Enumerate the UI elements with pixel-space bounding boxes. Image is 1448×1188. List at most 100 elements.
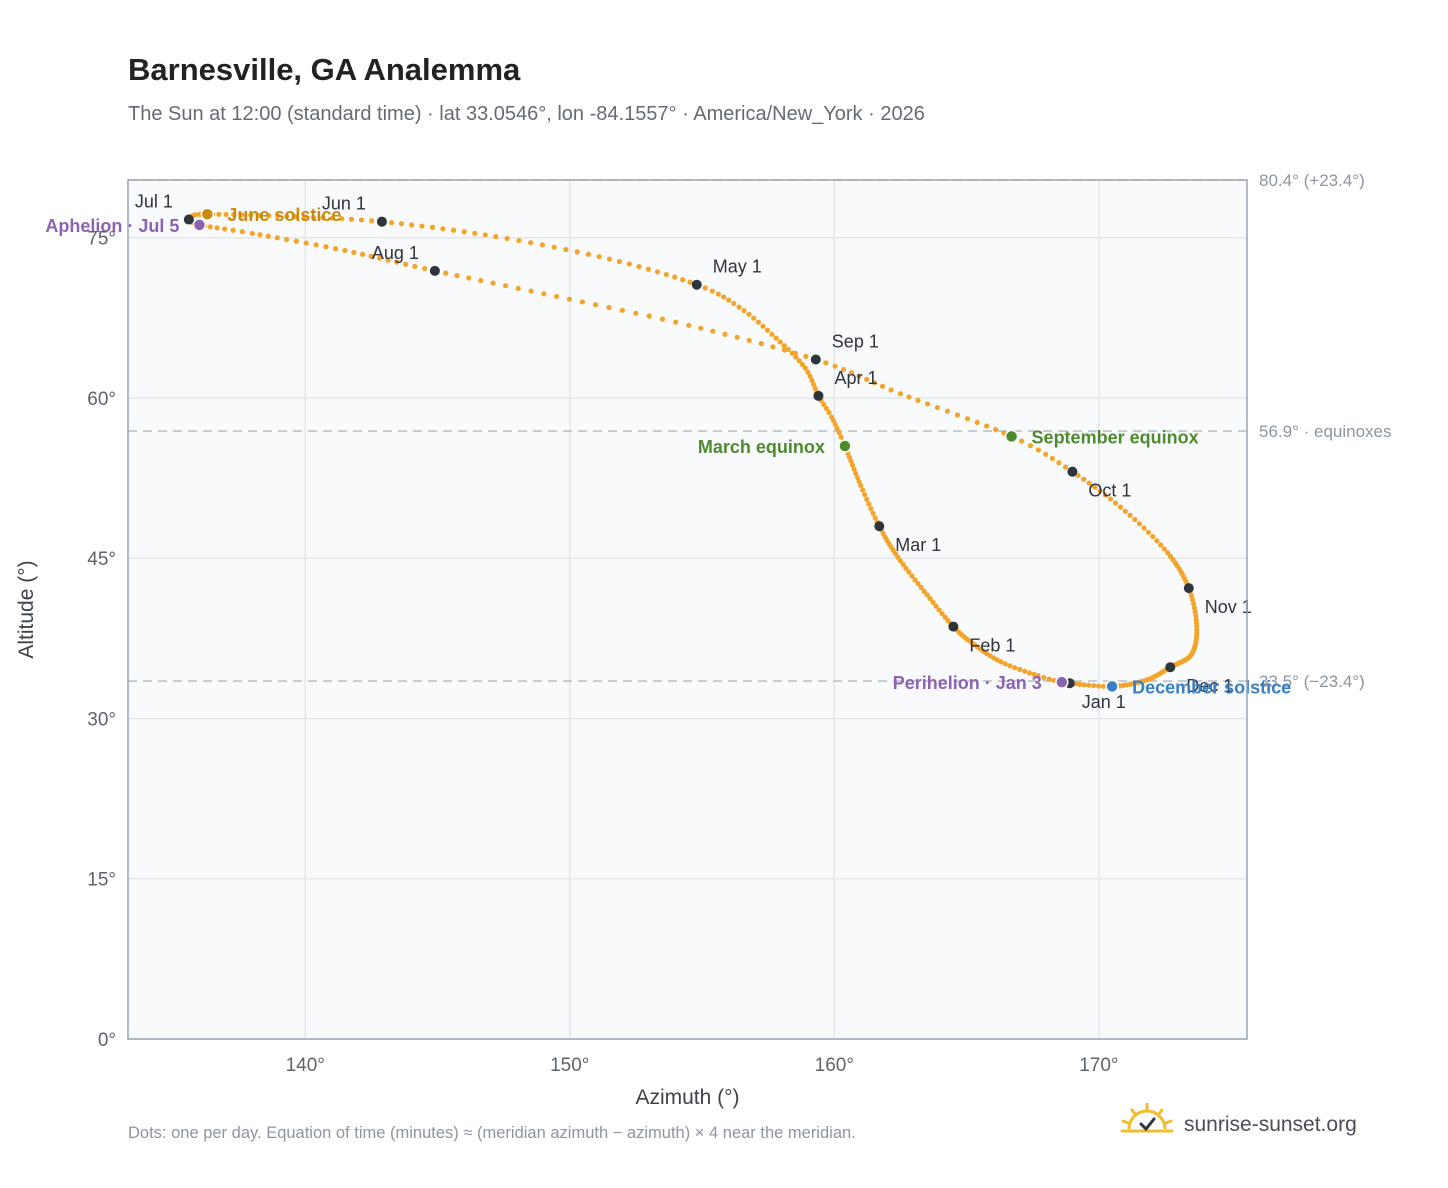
daily-sun-dot — [906, 569, 912, 575]
daily-sun-dot — [1107, 496, 1114, 502]
daily-sun-dot — [1081, 476, 1087, 482]
daily-sun-dot — [871, 380, 878, 386]
daily-sun-dot — [792, 350, 798, 356]
daily-sun-dot — [293, 238, 299, 244]
daily-sun-dot — [389, 220, 395, 226]
daily-sun-dot — [368, 253, 374, 259]
event-label: March equinox — [698, 437, 825, 457]
daily-sun-dot — [394, 259, 400, 265]
daily-sun-dot — [443, 270, 449, 276]
plot-area — [128, 180, 1247, 1039]
daily-sun-dot — [715, 291, 721, 297]
daily-sun-dot — [541, 291, 547, 297]
month-marker — [691, 279, 702, 290]
daily-sun-dot — [450, 227, 457, 233]
daily-sun-dot — [799, 361, 805, 368]
daily-sun-dot — [945, 618, 951, 624]
daily-sun-dot — [673, 319, 679, 325]
daily-sun-dot — [419, 223, 425, 229]
daily-sun-dot — [836, 429, 842, 436]
month-marker — [429, 265, 440, 276]
daily-sun-dot — [829, 414, 835, 420]
daily-sun-dot — [702, 285, 708, 291]
y-tick-label: 30° — [87, 709, 116, 730]
daily-sun-dot — [385, 257, 391, 263]
daily-sun-dot — [663, 271, 669, 278]
grid-lines — [128, 180, 1247, 1040]
daily-sun-dot — [429, 224, 436, 230]
daily-sun-dot — [323, 244, 329, 250]
daily-sun-dot — [826, 409, 832, 416]
daily-sun-dot — [812, 385, 818, 392]
y-axis-label: Altitude (°) — [15, 560, 38, 658]
daily-sun-dot — [1189, 597, 1196, 603]
y-tick-label: 0° — [98, 1030, 116, 1051]
daily-sun-dot — [412, 263, 418, 269]
month-markers: Jan 1 Feb 1 Mar 1 Apr 1 May 1 Jun 1 Jul 1 Aug 1… — [135, 192, 1252, 713]
daily-sun-dot — [528, 240, 534, 246]
daily-sun-dot — [1049, 455, 1055, 462]
daily-sun-dot — [864, 376, 870, 382]
daily-sun-dot — [840, 366, 847, 373]
daily-sun-dot — [284, 236, 290, 243]
month-label: Jul 1 — [135, 192, 173, 212]
daily-sun-dot — [626, 261, 632, 267]
daily-sun-dot — [313, 242, 319, 248]
x-tick-label: 170° — [1079, 1055, 1118, 1076]
daily-sun-dot — [339, 216, 345, 222]
event-marker — [1105, 679, 1119, 694]
daily-sun-dot — [770, 344, 776, 350]
daily-sun-dot — [918, 584, 924, 591]
daily-sun-dot — [1026, 670, 1033, 676]
daily-sun-dot — [553, 293, 560, 300]
month-label: Sep 1 — [832, 331, 879, 351]
brand[interactable]: sunrise-sunset.org — [1120, 1103, 1357, 1147]
sun-logo-icon — [1120, 1103, 1174, 1133]
daily-sun-dot — [722, 331, 728, 337]
daily-sun-dot — [482, 232, 488, 238]
daily-sun-dot — [851, 466, 857, 472]
month-label: Dec 1 — [1186, 676, 1233, 696]
month-label: Jun 1 — [322, 194, 366, 214]
daily-sun-dot — [1056, 460, 1062, 466]
daily-sun-dot — [659, 316, 666, 322]
event-marker — [192, 218, 207, 232]
daily-sun-dot — [516, 237, 522, 244]
daily-sun-dot — [1102, 492, 1108, 498]
y-tick-label: 75° — [87, 229, 116, 250]
daily-sun-dot — [823, 360, 829, 366]
daily-sun-dot — [803, 353, 809, 359]
daily-sun-dot — [984, 423, 990, 429]
daily-sun-dot — [848, 370, 855, 376]
daily-sun-dot — [758, 341, 764, 347]
daily-sun-dot — [1046, 676, 1052, 682]
event-label: Perihelion · Jan 3 — [893, 673, 1042, 693]
daily-sun-dot — [528, 288, 534, 294]
daily-sun-dot — [1007, 663, 1013, 669]
daily-sun-dot — [897, 391, 904, 397]
month-label: Nov 1 — [1205, 597, 1252, 617]
daily-sun-dot — [862, 492, 868, 498]
daily-sun-dot — [1122, 508, 1128, 514]
daily-sun-dot — [900, 561, 906, 568]
x-tick-label: 150° — [550, 1055, 589, 1076]
daily-sun-dot — [230, 227, 236, 233]
daily-sun-dot — [1096, 683, 1102, 689]
daily-sun-dot — [563, 246, 569, 253]
daily-sun-dot — [539, 242, 546, 248]
daily-sun-dot — [915, 397, 921, 403]
daily-sun-dot — [734, 334, 740, 340]
daily-sun-dot — [636, 264, 642, 270]
month-label: Oct 1 — [1088, 481, 1131, 501]
daily-sun-dot — [856, 478, 862, 485]
daily-sun-dot — [1027, 443, 1034, 449]
daily-sun-dot — [924, 401, 931, 407]
daily-sun-dot — [231, 211, 237, 218]
daily-sun-dot — [832, 363, 838, 369]
daily-sun-dot — [934, 404, 940, 411]
daily-sun-dot — [710, 328, 716, 334]
daily-sun-dot — [811, 381, 817, 388]
daily-sun-dot — [1117, 504, 1124, 510]
daily-sun-dot — [796, 358, 802, 364]
month-marker — [1165, 662, 1176, 673]
